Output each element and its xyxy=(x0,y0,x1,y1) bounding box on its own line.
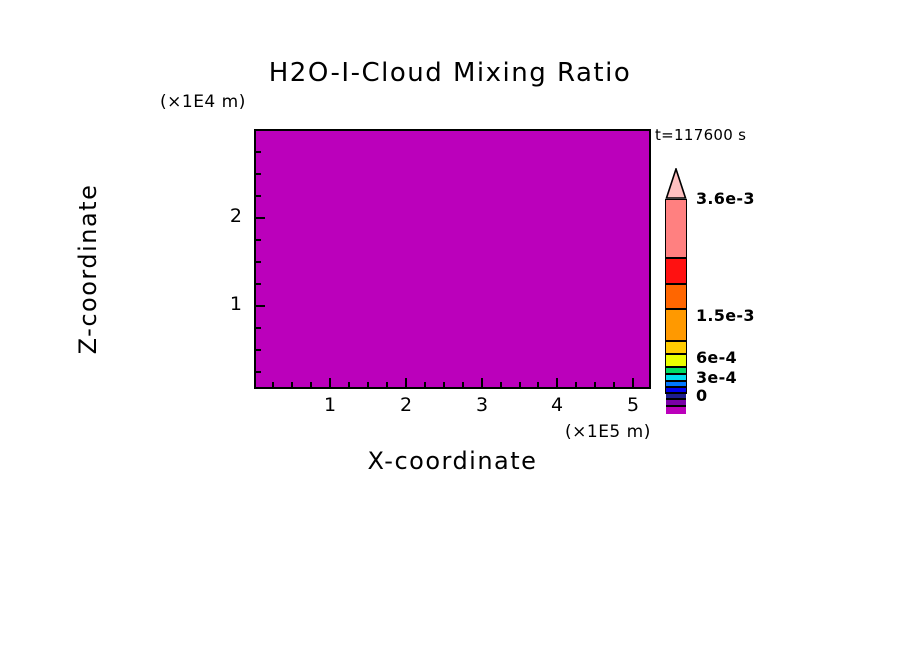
colorbar-band-1p2e-3 xyxy=(666,340,686,353)
colorbar-separator xyxy=(666,308,686,310)
x-axis-title: X-coordinate xyxy=(367,447,538,475)
y-minor-tick xyxy=(256,195,261,197)
x-minor-tick xyxy=(443,382,445,387)
colorbar-separator xyxy=(666,386,686,388)
colorbar-separator xyxy=(666,398,686,400)
x-minor-tick xyxy=(537,382,539,387)
plot-title-text: H2O-I-Cloud Mixing Ratio xyxy=(268,58,632,88)
y-minor-tick xyxy=(256,173,261,175)
colorbar-band-2p1e-3 xyxy=(666,283,686,308)
x-major-tick xyxy=(556,378,558,387)
colorbar-separator xyxy=(666,380,686,382)
colorbar-label-zero: 0 xyxy=(696,386,708,405)
colorbar-band-1p5e-3 xyxy=(666,308,686,340)
x-minor-tick xyxy=(386,382,388,387)
heatmap-field xyxy=(256,131,649,387)
x-tick-label: 1 xyxy=(323,394,337,416)
colorbar-band-4e-4 xyxy=(666,380,686,386)
x-major-tick xyxy=(632,378,634,387)
y-major-tick xyxy=(256,305,265,307)
colorbar-label-3e-4: 3e-4 xyxy=(696,368,737,387)
x-minor-tick xyxy=(500,382,502,387)
x-minor-tick xyxy=(310,382,312,387)
colorbar-separator xyxy=(666,392,686,394)
colorbar-separator xyxy=(666,366,686,368)
x-axis-multiplier-label: (×1E5 m) xyxy=(565,422,651,442)
y-tick-label: 2 xyxy=(229,205,242,227)
x-minor-tick xyxy=(367,382,369,387)
y-minor-tick xyxy=(256,327,261,329)
colorbar-label-mid: 1.5e-3 xyxy=(696,306,755,325)
colorbar-band-3e-4 xyxy=(666,386,686,392)
x-tick-label: 5 xyxy=(626,394,640,416)
colorbar-separator xyxy=(666,353,686,355)
colorbar-extend-arrow-icon xyxy=(665,168,687,199)
y-axis-title: Z-coordinate xyxy=(74,183,102,355)
colorbar-label-max: 3.6e-3 xyxy=(696,189,755,208)
y-minor-tick xyxy=(256,151,261,153)
y-minor-tick xyxy=(256,261,261,263)
x-minor-tick xyxy=(519,382,521,387)
colorbar-separator xyxy=(666,257,686,259)
y-minor-tick xyxy=(256,283,261,285)
timestamp-annotation: t=117600 s xyxy=(655,126,747,144)
colorbar-band-3p6e-3 xyxy=(666,200,686,257)
colorbar-band-1e-4 xyxy=(666,398,686,405)
x-minor-tick xyxy=(272,382,274,387)
x-minor-tick xyxy=(348,382,350,387)
colorbar-label-6e-4: 6e-4 xyxy=(696,348,737,367)
colorbar-band-5e-4 xyxy=(666,373,686,380)
x-minor-tick xyxy=(613,382,615,387)
colorbar-separator xyxy=(666,283,686,285)
x-tick-label: 2 xyxy=(399,394,413,416)
colorbar xyxy=(665,168,687,414)
x-minor-tick xyxy=(594,382,596,387)
colorbar-separator xyxy=(666,340,686,342)
x-tick-label: 3 xyxy=(475,394,489,416)
y-axis-multiplier-label: (×1E4 m) xyxy=(160,92,246,112)
colorbar-band-0 xyxy=(666,405,686,414)
x-major-tick xyxy=(481,378,483,387)
colorbar-band-9e-4 xyxy=(666,353,686,366)
colorbar-band-2p7e-3 xyxy=(666,257,686,283)
x-minor-tick xyxy=(575,382,577,387)
y-major-tick xyxy=(256,217,265,219)
colorbar-band-2e-4 xyxy=(666,392,686,398)
y-minor-tick xyxy=(256,371,261,373)
plot-area xyxy=(254,129,651,389)
colorbar-separator xyxy=(666,373,686,375)
y-tick-label: 1 xyxy=(229,293,242,315)
y-minor-tick xyxy=(256,239,261,241)
colorbar-separator xyxy=(666,405,686,407)
colorbar-bands xyxy=(665,199,687,414)
x-major-tick xyxy=(405,378,407,387)
colorbar-band-6e-4 xyxy=(666,366,686,373)
x-tick-label: 4 xyxy=(550,394,564,416)
x-minor-tick xyxy=(291,382,293,387)
x-minor-tick xyxy=(462,382,464,387)
y-minor-tick xyxy=(256,349,261,351)
page-title: H2O-I-Cloud Mixing Ratio xyxy=(0,58,904,88)
x-minor-tick xyxy=(424,382,426,387)
x-major-tick xyxy=(329,378,331,387)
